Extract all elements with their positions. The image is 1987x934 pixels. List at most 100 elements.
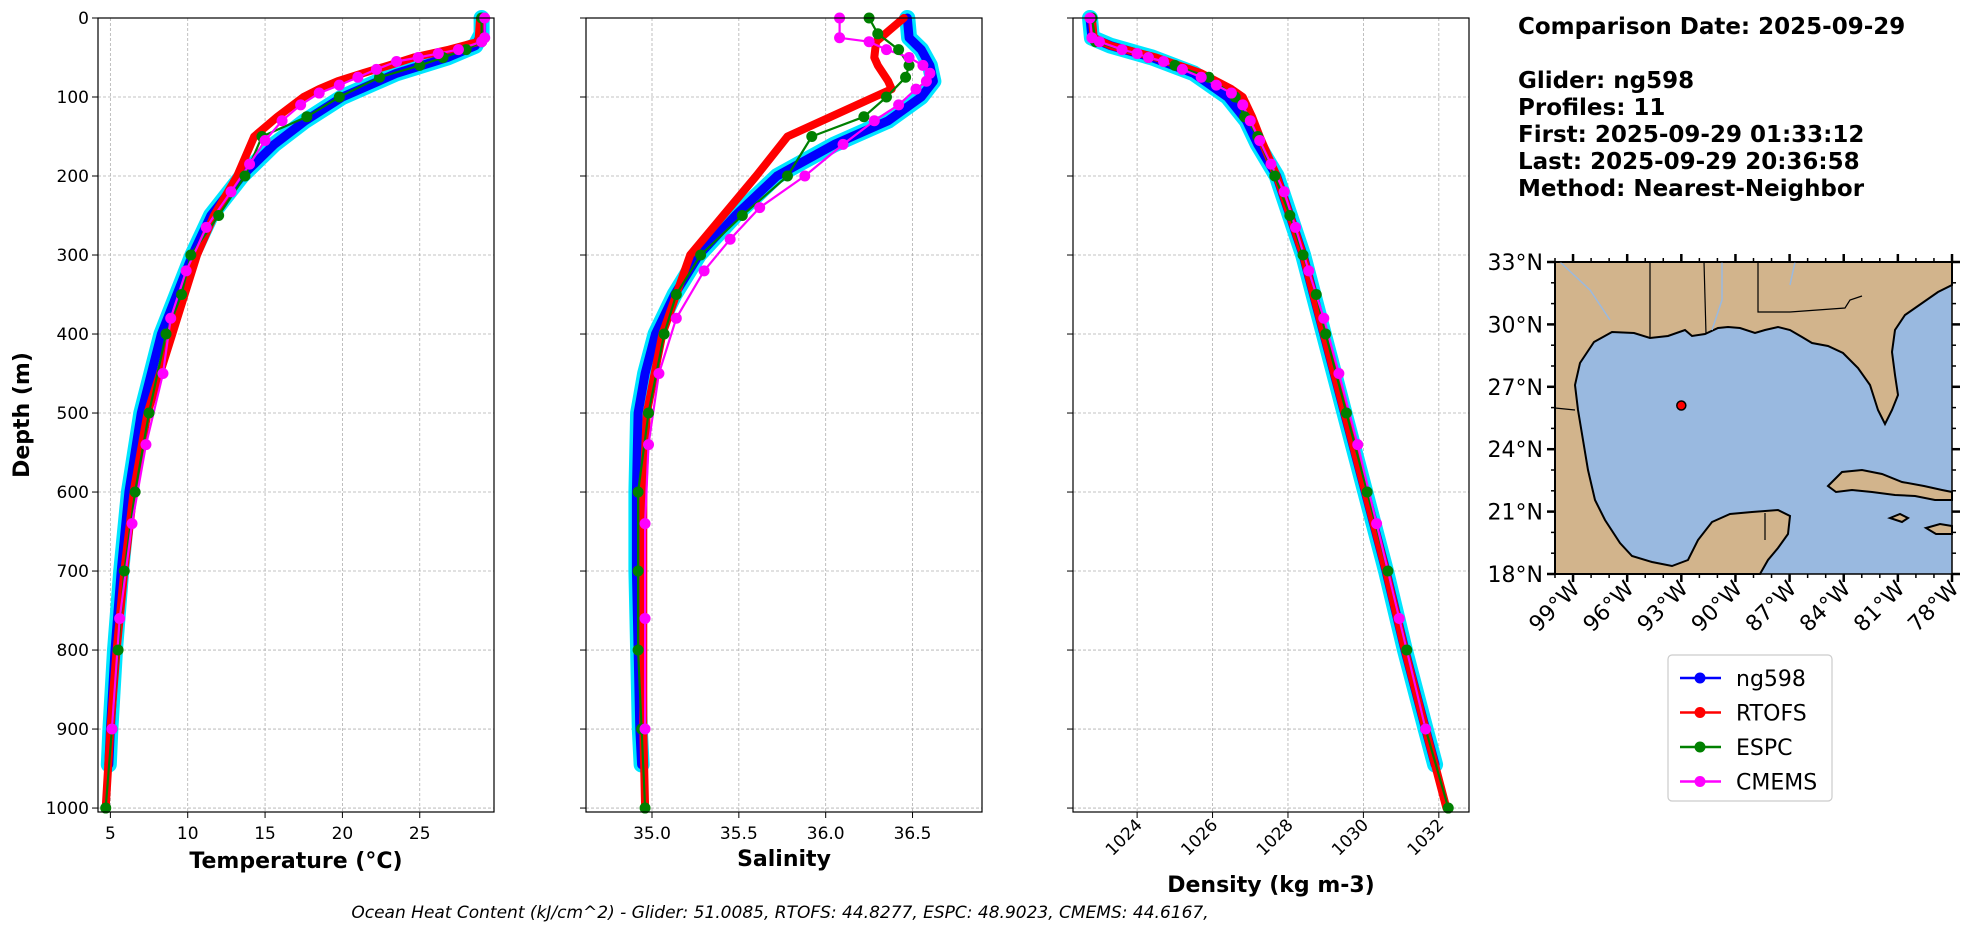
x-tick-label: 1026 xyxy=(1177,815,1222,860)
map-lon-label: 96°W xyxy=(1579,576,1640,637)
x-tick-label: 1030 xyxy=(1328,815,1373,860)
map-lon-label: 87°W xyxy=(1741,576,1802,637)
espc-point xyxy=(1284,210,1296,222)
cmems-point xyxy=(868,115,880,127)
cmems-point xyxy=(140,439,152,451)
cmems-point xyxy=(1333,368,1345,380)
series-markers xyxy=(632,12,936,814)
espc-point xyxy=(880,91,892,103)
map-lat-label: 33°N xyxy=(1488,251,1543,276)
cmems-point xyxy=(412,52,424,64)
x-tick-label: 10 xyxy=(177,824,199,844)
last-profile-time: Last: 2025-09-29 20:36:58 xyxy=(1518,149,1860,175)
cmems-point xyxy=(1265,158,1277,170)
espc-point xyxy=(160,328,172,340)
rtofs-line xyxy=(639,14,908,812)
y-tick-label: 0 xyxy=(78,9,89,29)
cmems-point xyxy=(1131,48,1143,60)
espc-point xyxy=(1382,565,1394,577)
cmems-point xyxy=(1195,71,1207,83)
cmems-point xyxy=(391,55,403,67)
cmems-point xyxy=(370,63,382,75)
espc-point xyxy=(858,111,870,123)
x-tick-label: 36.0 xyxy=(807,824,845,844)
legend-label-rtofs: RTOFS xyxy=(1736,702,1807,727)
espc-point xyxy=(806,131,818,143)
legend-marker xyxy=(1694,776,1706,787)
ng598-profile-spread xyxy=(628,10,942,773)
x-tick-label: 25 xyxy=(409,824,431,844)
espc-point xyxy=(1297,249,1309,261)
axes-frame xyxy=(585,17,983,813)
y-axis-label: Depth (m) xyxy=(10,352,35,478)
map-lon-label: 90°W xyxy=(1687,576,1748,637)
espc-point xyxy=(129,486,141,498)
map-rivers xyxy=(1559,261,1796,331)
cmems-point xyxy=(200,221,212,233)
cmems-point xyxy=(352,71,364,83)
cmems-point xyxy=(452,44,464,56)
cmems-point xyxy=(126,518,138,530)
espc-point xyxy=(643,407,655,419)
espc-point xyxy=(112,644,124,656)
cmems-point xyxy=(1318,312,1330,324)
cmems-point xyxy=(432,48,444,60)
map-lat-label: 18°N xyxy=(1488,563,1543,588)
cmems-point xyxy=(295,99,307,111)
espc-point xyxy=(1320,328,1332,340)
espc-point xyxy=(1361,486,1373,498)
map-lon-label: 81°W xyxy=(1849,576,1910,637)
cmems-point xyxy=(157,368,169,380)
cmems-point xyxy=(837,138,849,150)
map-lon-label: 93°W xyxy=(1633,576,1694,637)
map-lat-label: 27°N xyxy=(1488,376,1543,401)
cmems-point xyxy=(639,612,651,624)
espc-point xyxy=(903,59,915,71)
x-tick-label: 1028 xyxy=(1253,815,1298,860)
y-tick-label: 1000 xyxy=(46,799,89,819)
espc-point xyxy=(460,44,472,56)
cmems-point xyxy=(903,52,915,64)
espc-point xyxy=(893,44,905,56)
cmems-point xyxy=(1210,79,1222,91)
cmems-point xyxy=(917,59,929,71)
x-tick-label: 1024 xyxy=(1102,815,1147,860)
cmems-point xyxy=(698,265,710,277)
ng598-line xyxy=(104,13,487,770)
axes-frame xyxy=(1072,17,1470,813)
cmems-point xyxy=(1420,723,1432,735)
y-tick-label: 400 xyxy=(57,325,89,345)
map-lat-label: 21°N xyxy=(1488,501,1543,526)
espc-point xyxy=(736,210,748,222)
espc-point xyxy=(632,644,644,656)
location-map: 33°N30°N27°N24°N21°N18°N99°W96°W93°W90°W… xyxy=(1488,251,1965,637)
espc-point xyxy=(639,802,651,814)
x-tick-label: 36.5 xyxy=(894,824,932,844)
y-tick-label: 700 xyxy=(57,562,89,582)
salinity-panel: 35.0 35.5 36.0 36.5 Salinity xyxy=(580,10,983,872)
espc-point xyxy=(333,91,345,103)
espc-point xyxy=(632,486,644,498)
x-tick-label: 20 xyxy=(332,824,354,844)
legend-label-cmems: CMEMS xyxy=(1736,771,1817,796)
cmems-point xyxy=(1237,99,1249,111)
espc-point xyxy=(185,249,197,261)
y-tick-label: 200 xyxy=(57,167,89,187)
cmems-point xyxy=(313,87,325,99)
espc-point xyxy=(176,289,188,301)
cmems-point xyxy=(1352,439,1364,451)
ng598-line xyxy=(631,13,938,770)
espc-point xyxy=(781,170,793,182)
cmems-point xyxy=(910,83,922,95)
cmems-point xyxy=(180,265,192,277)
espc-point xyxy=(143,407,155,419)
cmems-point xyxy=(863,36,875,48)
cmems-point xyxy=(1244,115,1256,127)
ng598-line xyxy=(1085,13,1440,770)
map-lat-label: 24°N xyxy=(1488,438,1543,463)
cmems-point xyxy=(1176,63,1188,75)
espc-point xyxy=(632,565,644,577)
espc-point xyxy=(872,28,884,40)
x-tick-label: 5 xyxy=(105,824,116,844)
series-markers xyxy=(100,12,491,814)
